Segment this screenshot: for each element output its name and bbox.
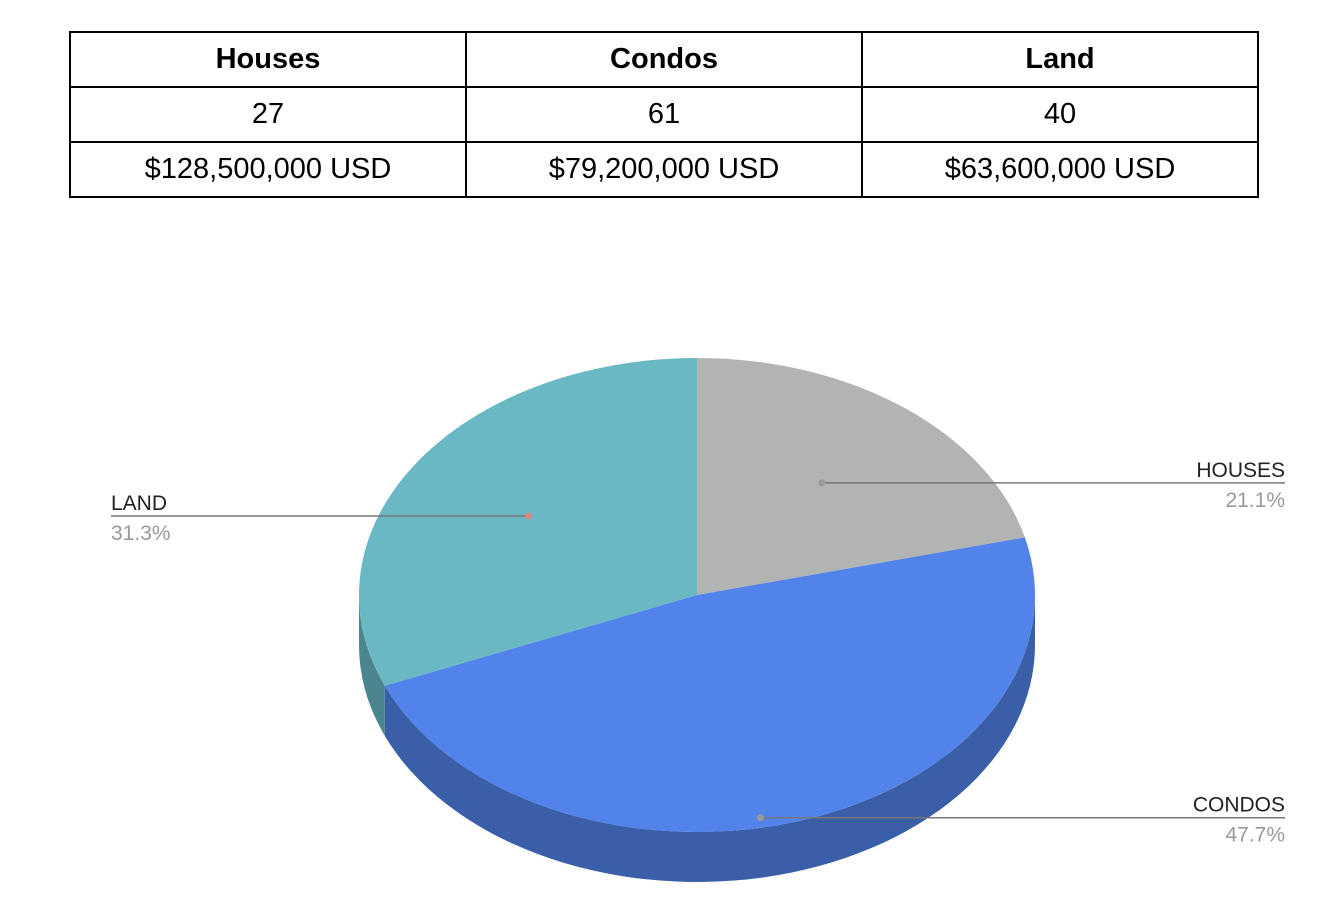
pie-labels: HOUSES 21.1% CONDOS 47.7% LAND 31.3% bbox=[111, 459, 1285, 847]
value-houses: $128,500,000 USD bbox=[69, 141, 467, 198]
value-land: $63,600,000 USD bbox=[861, 141, 1259, 198]
percent-condos: 47.7% bbox=[1225, 824, 1285, 847]
count-condos: 61 bbox=[465, 86, 863, 143]
count-houses: 27 bbox=[69, 86, 467, 143]
summary-table: Houses Condos Land 27 61 40 $128,500,000… bbox=[69, 31, 1259, 198]
leader-dot-condos bbox=[757, 814, 765, 822]
label-land: LAND bbox=[111, 492, 167, 515]
pie-slice-land bbox=[359, 358, 697, 686]
table-row: 27 61 40 bbox=[69, 86, 1259, 143]
header-land: Land bbox=[861, 31, 1259, 88]
header-houses: Houses bbox=[69, 31, 467, 88]
pie-side-group bbox=[359, 595, 1035, 882]
pie-top-group bbox=[359, 358, 1036, 833]
table-row: $128,500,000 USD $79,200,000 USD $63,600… bbox=[69, 141, 1259, 198]
pie-slice-condos bbox=[384, 537, 1036, 833]
pie-slice-houses bbox=[697, 358, 1025, 595]
value-condos: $79,200,000 USD bbox=[465, 141, 863, 198]
count-land: 40 bbox=[861, 86, 1259, 143]
pie-side-land bbox=[359, 595, 385, 736]
label-houses: HOUSES bbox=[1196, 459, 1285, 482]
leader-dot-houses bbox=[818, 479, 826, 487]
pie-side-condos bbox=[384, 595, 1035, 882]
header-condos: Condos bbox=[465, 31, 863, 88]
percent-land: 31.3% bbox=[111, 522, 171, 545]
leader-dot-land bbox=[524, 512, 532, 520]
label-condos: CONDOS bbox=[1193, 794, 1285, 817]
percent-houses: 21.1% bbox=[1225, 489, 1285, 512]
table-header-row: Houses Condos Land bbox=[69, 31, 1259, 88]
